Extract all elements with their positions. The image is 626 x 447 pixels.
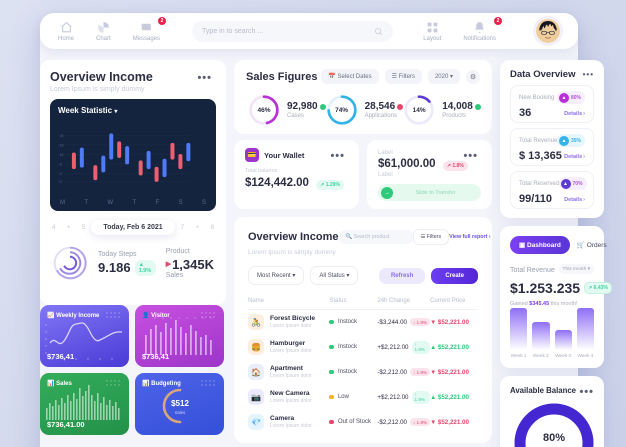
svg-text:24: 24 xyxy=(60,134,64,138)
svg-text:0: 0 xyxy=(60,180,62,184)
svg-text:12: 12 xyxy=(60,153,64,157)
svg-text:4: 4 xyxy=(60,172,62,176)
svg-text:80%: 80% xyxy=(543,432,565,444)
svg-text:$512: $512 xyxy=(171,399,189,408)
svg-text:18: 18 xyxy=(60,143,64,147)
svg-text:8: 8 xyxy=(60,163,62,167)
svg-text:Sales: Sales xyxy=(174,410,184,415)
